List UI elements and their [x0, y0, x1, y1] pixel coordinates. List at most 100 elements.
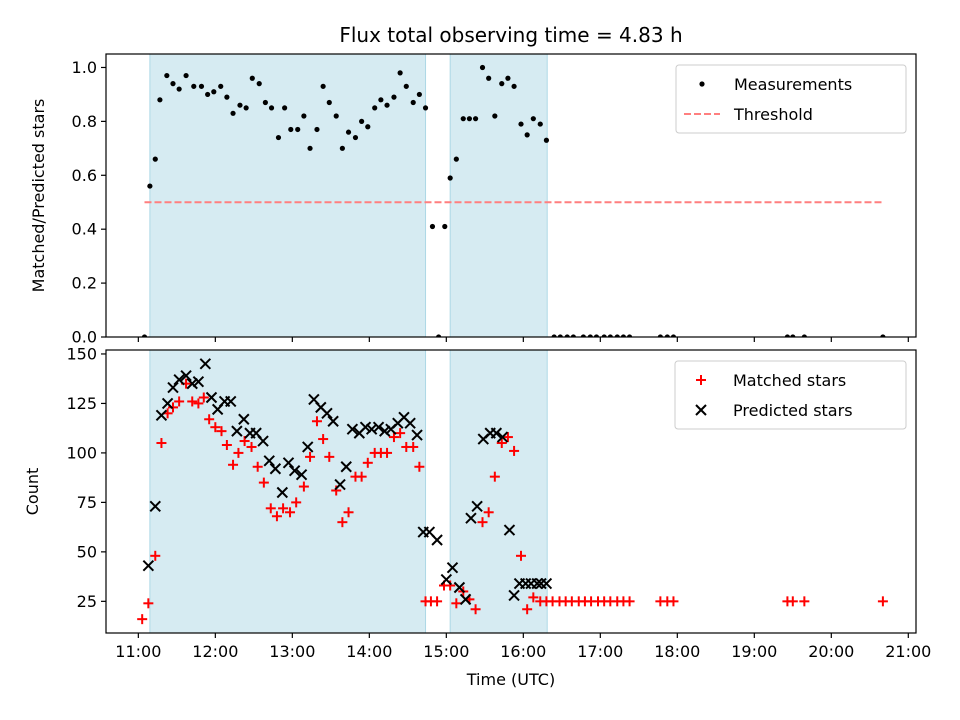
x-b — [192, 375, 205, 388]
predicted-star-point — [321, 407, 333, 420]
x-axis-label: Time (UTC) — [466, 670, 555, 689]
predicted-star-point — [340, 461, 352, 473]
observing-span — [449, 54, 548, 337]
measurement-point — [191, 83, 197, 89]
y-axis-label: Count — [23, 468, 42, 516]
predicted-star-point — [334, 478, 346, 491]
measurement-point — [147, 183, 153, 189]
x-b — [238, 413, 250, 425]
predicted-star-point — [453, 581, 466, 594]
measurement-point — [314, 126, 320, 133]
measurement-point — [218, 83, 224, 89]
x-b — [404, 417, 416, 429]
measurement-point — [365, 124, 371, 130]
predicted-star-point — [269, 463, 282, 475]
x-b — [431, 534, 443, 546]
measurement-point — [790, 334, 796, 337]
x-b — [379, 425, 391, 437]
x-b — [340, 461, 352, 473]
measurement-point — [530, 116, 536, 122]
matched-star-point — [271, 511, 282, 522]
bottom-plot: 25 50 75 100 125 150 11:00 12:00 13:00 14:00 15:00… — [23, 344, 931, 689]
matched-star-point — [285, 507, 296, 518]
measurement-point — [164, 72, 170, 79]
measurement-point — [141, 334, 148, 337]
matched-star-point — [143, 598, 154, 609]
matched-star-point — [204, 414, 215, 425]
matched-star-point — [324, 451, 335, 462]
matched-star-point — [496, 438, 507, 449]
measurement-point — [352, 134, 359, 141]
predicted-star-point — [276, 486, 289, 499]
measurement-point — [880, 334, 886, 337]
x-tick-label: 14:00 — [346, 642, 392, 661]
plot-area — [141, 54, 886, 337]
predicted-star-point — [238, 413, 250, 425]
predicted-star-point — [295, 468, 308, 481]
matched-star-point — [356, 471, 367, 482]
matched-star-point — [395, 428, 406, 439]
x-b — [459, 593, 472, 606]
predicted-star-point — [359, 421, 372, 433]
x-tick-label: 21:00 — [885, 642, 931, 661]
measurement-point — [564, 334, 570, 337]
x-b — [250, 427, 262, 439]
matched-star-point — [408, 441, 419, 452]
predicted-star-point — [231, 425, 243, 437]
legend: Measurements Threshold — [675, 64, 907, 134]
predicted-star-point — [531, 577, 543, 590]
x-b — [365, 423, 378, 435]
measurement-point — [472, 116, 479, 122]
x-tick-label: 11:00 — [115, 642, 161, 661]
measurement-point — [237, 102, 243, 108]
predicted-star-point — [446, 561, 459, 574]
measurement-point — [359, 118, 365, 124]
matched-star-point — [246, 441, 257, 452]
x-tick-label: 17:00 — [577, 642, 623, 661]
measurement-point — [410, 99, 416, 106]
measurement-point — [442, 223, 448, 230]
y-tick-label: 1.0 — [72, 58, 97, 77]
x-tick-label: 18:00 — [654, 642, 700, 661]
x-b — [180, 370, 192, 382]
predicted-star-point — [142, 560, 155, 572]
measurement-point — [460, 116, 466, 122]
measurement-point — [551, 334, 557, 337]
legend-marker-x-b — [695, 404, 707, 416]
measurement-point — [486, 75, 492, 81]
plot-area — [137, 350, 888, 633]
x-b — [149, 500, 161, 513]
predicted-star-point — [365, 423, 378, 435]
y-tick-label: 0.8 — [72, 112, 97, 131]
measurement-point — [295, 126, 301, 133]
x-b — [225, 395, 237, 408]
y-tick-label: 0.6 — [72, 166, 97, 185]
x-b — [334, 478, 346, 491]
predicted-star-point — [465, 512, 477, 524]
x-b — [471, 500, 483, 513]
measurement-point — [580, 334, 586, 337]
measurement-point — [282, 105, 288, 111]
matched-star-point — [233, 447, 244, 458]
x-b — [398, 411, 410, 423]
matched-star-point — [311, 416, 322, 427]
matched-star-point — [291, 497, 302, 508]
top-plot: 0.0 0.2 0.4 0.6 0.8 1.0 Matched/Predicted star… — [29, 53, 917, 347]
matched-star-point — [483, 507, 494, 518]
x-b — [199, 358, 212, 370]
measurement-point — [784, 334, 791, 337]
x-b — [288, 465, 301, 477]
matched-star-point — [516, 550, 527, 561]
x-b — [282, 457, 295, 469]
x-tick-label: 15:00 — [423, 642, 469, 661]
x-b — [359, 421, 372, 433]
x-b — [276, 486, 289, 499]
x-b — [257, 435, 269, 447]
x-b — [269, 463, 282, 475]
measurement-point — [620, 334, 627, 337]
y-tick-label: 100 — [66, 443, 97, 462]
x-b — [263, 455, 275, 467]
measurement-point — [345, 129, 352, 135]
predicted-star-point — [302, 441, 314, 453]
